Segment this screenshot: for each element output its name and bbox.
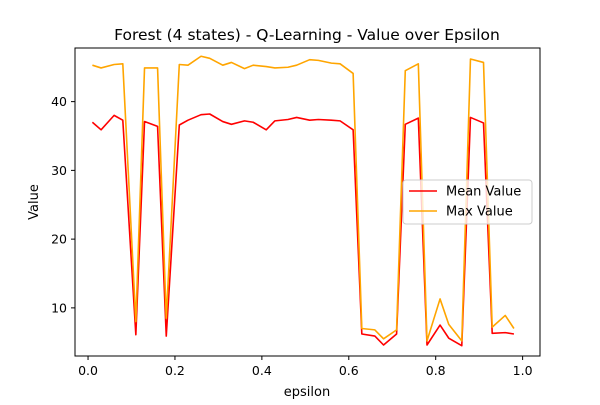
- series-layer: [91, 55, 515, 347]
- legend-label-max-value: Max Value: [446, 205, 513, 220]
- x-axis-label: epsilon: [284, 385, 330, 400]
- x-tick-label: 0.4: [252, 363, 272, 378]
- plot-frame: [74, 47, 541, 357]
- x-tick-label: 0.0: [78, 363, 98, 378]
- series-line-mean-value: [91, 113, 515, 347]
- legend: Mean Value Max Value: [402, 179, 533, 225]
- chart-title: Forest (4 states) - Q-Learning - Value o…: [114, 26, 500, 44]
- y-tick-label: 10: [51, 300, 67, 315]
- y-tick-label: 20: [51, 232, 67, 247]
- x-axis: 0.0 0.2 0.4 0.6 0.8 1.0: [78, 356, 533, 378]
- y-axis: 10 20 30 40: [51, 94, 75, 315]
- y-tick-label: 40: [51, 94, 67, 109]
- y-tick-label: 30: [51, 163, 67, 178]
- series-line-max-value: [92, 55, 515, 342]
- x-tick-label: 1.0: [513, 363, 533, 378]
- x-tick-label: 0.8: [426, 363, 446, 378]
- legend-label-mean-value: Mean Value: [446, 185, 521, 200]
- x-tick-label: 0.2: [165, 363, 185, 378]
- y-axis-label: Value: [27, 184, 42, 220]
- x-tick-label: 0.6: [339, 363, 359, 378]
